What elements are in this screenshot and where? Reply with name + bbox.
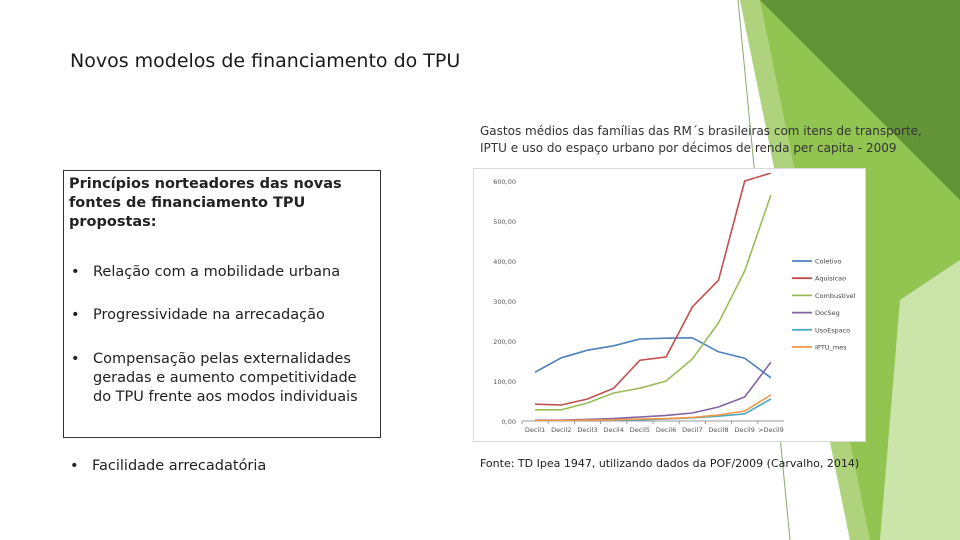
- legend-label: DocSeg: [815, 309, 840, 317]
- series-line-aquisicao: [535, 173, 772, 406]
- x-tick-label: Decil1: [525, 426, 545, 434]
- x-tick-label: Decil7: [682, 426, 702, 434]
- chart-source: Fonte: TD Ipea 1947, utilizando dados da…: [480, 457, 860, 470]
- legend-label: Aquisicao: [815, 275, 846, 283]
- y-tick-label: 300,00: [493, 298, 516, 306]
- x-tick-label: Decil9: [735, 426, 755, 434]
- principle-text: Progressividade na arrecadação: [93, 307, 325, 323]
- legend-label: Combustivel: [815, 292, 856, 300]
- x-tick-label: Decil4: [604, 426, 624, 434]
- principle-text: Compensação pelas externalidades geradas…: [93, 351, 358, 405]
- y-tick-label: 600,00: [493, 178, 516, 186]
- line-chart: 0,00 100,00 200,00 300,00 400,00 500,00 600,00…: [493, 173, 856, 434]
- principle-text: Relação com a mobilidade urbana: [93, 264, 341, 280]
- bullet-dot: •: [70, 458, 79, 474]
- chart-caption: Gastos médios das famílias das RM´s bras…: [480, 124, 922, 155]
- legend-label: IPTU_mes: [815, 344, 847, 352]
- pale-green-shape: [880, 260, 960, 540]
- bullet-dot: •: [71, 307, 80, 323]
- principle-text: Facilidade arrecadatória: [92, 458, 267, 474]
- bullet-dot: •: [71, 264, 80, 280]
- x-tick-label: >Decil9: [758, 426, 784, 434]
- y-tick-label: 500,00: [493, 218, 516, 226]
- series-line-iptu_mes: [535, 394, 772, 421]
- slide-title: Novos modelos de financiamento do TPU: [70, 50, 461, 72]
- x-tick-label: Decil5: [630, 426, 650, 434]
- principles-title: Princípios norteadores das novas fontes …: [69, 176, 342, 230]
- y-tick-label: 100,00: [493, 378, 516, 386]
- principles-box: Princípios norteadores das novas fontes …: [63, 170, 381, 438]
- x-tick-label: Decil3: [577, 426, 597, 434]
- x-tick-label: Decil2: [551, 426, 571, 434]
- legend-label: UsoEspaco: [815, 326, 850, 334]
- series-line-combustivel: [535, 194, 772, 411]
- chart-frame: 0,00 100,00 200,00 300,00 400,00 500,00 600,00…: [473, 168, 866, 442]
- x-tick-label: Decil8: [708, 426, 728, 434]
- y-tick-label: 200,00: [493, 338, 516, 346]
- series-line-docseg: [535, 361, 772, 421]
- legend-label: Coletivo: [815, 258, 842, 266]
- y-tick-label: 0,00: [502, 418, 516, 426]
- dark-green-accent-shape: [760, 0, 960, 200]
- y-tick-label: 400,00: [493, 258, 516, 266]
- x-tick-label: Decil6: [656, 426, 676, 434]
- series-line-coletivo: [534, 336, 772, 379]
- bullet-dot: •: [71, 351, 80, 367]
